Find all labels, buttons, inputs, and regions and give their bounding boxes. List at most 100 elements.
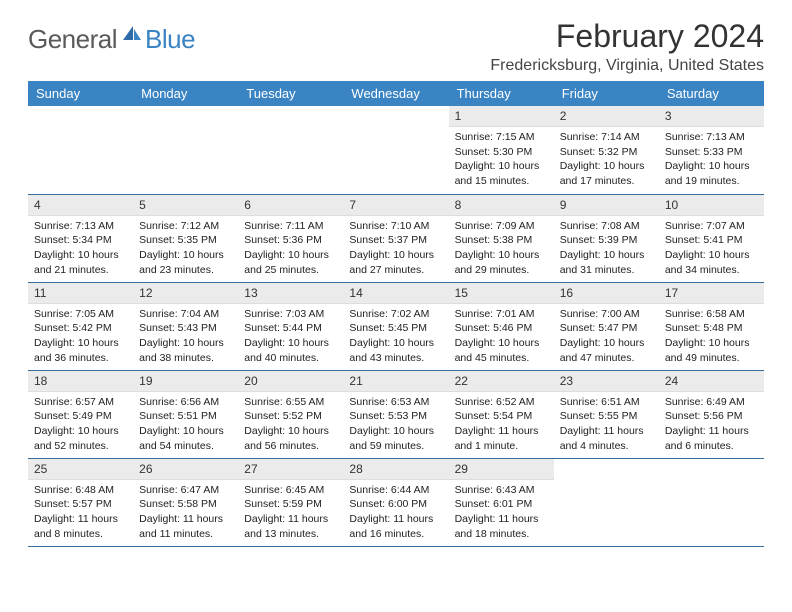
day-detail: Sunrise: 6:52 AMSunset: 5:54 PMDaylight:…: [449, 392, 554, 458]
day-line-ss: Sunset: 5:35 PM: [139, 233, 232, 248]
day-line-dl1: Daylight: 10 hours: [455, 159, 548, 174]
day-number: 8: [449, 195, 554, 216]
day-number: 1: [449, 106, 554, 127]
day-line-ss: Sunset: 5:34 PM: [34, 233, 127, 248]
day-line-dl2: and 23 minutes.: [139, 263, 232, 278]
day-line-sr: Sunrise: 7:13 AM: [665, 130, 758, 145]
day-line-sr: Sunrise: 7:02 AM: [349, 307, 442, 322]
day-line-dl2: and 1 minute.: [455, 439, 548, 454]
day-detail: Sunrise: 7:11 AMSunset: 5:36 PMDaylight:…: [238, 216, 343, 282]
day-line-dl1: Daylight: 10 hours: [34, 336, 127, 351]
day-detail: Sunrise: 7:03 AMSunset: 5:44 PMDaylight:…: [238, 304, 343, 370]
calendar-page: General Blue February 2024 Fredericksbur…: [0, 0, 792, 565]
day-line-dl1: Daylight: 10 hours: [139, 248, 232, 263]
day-line-sr: Sunrise: 6:51 AM: [560, 395, 653, 410]
day-detail: Sunrise: 7:15 AMSunset: 5:30 PMDaylight:…: [449, 127, 554, 193]
day-detail: Sunrise: 7:12 AMSunset: 5:35 PMDaylight:…: [133, 216, 238, 282]
logo: General Blue: [28, 24, 195, 55]
day-line-ss: Sunset: 5:55 PM: [560, 409, 653, 424]
day-detail: Sunrise: 7:02 AMSunset: 5:45 PMDaylight:…: [343, 304, 448, 370]
day-line-dl2: and 49 minutes.: [665, 351, 758, 366]
calendar-day-cell: 19Sunrise: 6:56 AMSunset: 5:51 PMDayligh…: [133, 370, 238, 458]
day-line-sr: Sunrise: 6:49 AM: [665, 395, 758, 410]
day-detail: Sunrise: 6:55 AMSunset: 5:52 PMDaylight:…: [238, 392, 343, 458]
calendar-day-cell: 29Sunrise: 6:43 AMSunset: 6:01 PMDayligh…: [449, 458, 554, 546]
month-title: February 2024: [490, 18, 764, 55]
day-line-dl2: and 34 minutes.: [665, 263, 758, 278]
logo-text-blue: Blue: [145, 24, 195, 55]
day-detail: Sunrise: 7:08 AMSunset: 5:39 PMDaylight:…: [554, 216, 659, 282]
day-line-ss: Sunset: 5:59 PM: [244, 497, 337, 512]
day-line-dl1: Daylight: 11 hours: [349, 512, 442, 527]
day-line-dl2: and 38 minutes.: [139, 351, 232, 366]
day-line-dl1: Daylight: 10 hours: [665, 248, 758, 263]
day-line-ss: Sunset: 5:52 PM: [244, 409, 337, 424]
day-line-ss: Sunset: 5:32 PM: [560, 145, 653, 160]
day-line-dl2: and 17 minutes.: [560, 174, 653, 189]
calendar-table: SundayMondayTuesdayWednesdayThursdayFrid…: [28, 81, 764, 547]
day-line-dl1: Daylight: 10 hours: [244, 424, 337, 439]
day-detail: Sunrise: 6:43 AMSunset: 6:01 PMDaylight:…: [449, 480, 554, 546]
calendar-day-cell: 23Sunrise: 6:51 AMSunset: 5:55 PMDayligh…: [554, 370, 659, 458]
day-line-dl2: and 6 minutes.: [665, 439, 758, 454]
weekday-header: Thursday: [449, 81, 554, 106]
day-number: 9: [554, 195, 659, 216]
day-line-dl1: Daylight: 11 hours: [139, 512, 232, 527]
day-line-ss: Sunset: 5:39 PM: [560, 233, 653, 248]
day-line-dl2: and 27 minutes.: [349, 263, 442, 278]
calendar-day-cell: 4Sunrise: 7:13 AMSunset: 5:34 PMDaylight…: [28, 194, 133, 282]
day-number: 7: [343, 195, 448, 216]
calendar-day-cell: 3Sunrise: 7:13 AMSunset: 5:33 PMDaylight…: [659, 106, 764, 194]
day-line-dl2: and 19 minutes.: [665, 174, 758, 189]
title-block: February 2024 Fredericksburg, Virginia, …: [490, 18, 764, 75]
day-line-dl1: Daylight: 10 hours: [139, 424, 232, 439]
day-line-dl1: Daylight: 11 hours: [560, 424, 653, 439]
calendar-day-cell: 9Sunrise: 7:08 AMSunset: 5:39 PMDaylight…: [554, 194, 659, 282]
day-number: 29: [449, 459, 554, 480]
day-line-ss: Sunset: 6:01 PM: [455, 497, 548, 512]
day-line-sr: Sunrise: 7:07 AM: [665, 219, 758, 234]
day-detail: Sunrise: 6:47 AMSunset: 5:58 PMDaylight:…: [133, 480, 238, 546]
day-line-dl2: and 56 minutes.: [244, 439, 337, 454]
day-number: 17: [659, 283, 764, 304]
day-line-dl1: Daylight: 11 hours: [455, 424, 548, 439]
calendar-day-cell: [554, 458, 659, 546]
day-detail: Sunrise: 6:57 AMSunset: 5:49 PMDaylight:…: [28, 392, 133, 458]
day-line-dl2: and 52 minutes.: [34, 439, 127, 454]
day-detail: Sunrise: 6:45 AMSunset: 5:59 PMDaylight:…: [238, 480, 343, 546]
weekday-header: Wednesday: [343, 81, 448, 106]
day-number: 15: [449, 283, 554, 304]
day-number: 22: [449, 371, 554, 392]
day-number: 12: [133, 283, 238, 304]
day-detail: Sunrise: 7:05 AMSunset: 5:42 PMDaylight:…: [28, 304, 133, 370]
day-line-sr: Sunrise: 6:53 AM: [349, 395, 442, 410]
day-line-ss: Sunset: 5:36 PM: [244, 233, 337, 248]
day-line-dl2: and 4 minutes.: [560, 439, 653, 454]
calendar-day-cell: 5Sunrise: 7:12 AMSunset: 5:35 PMDaylight…: [133, 194, 238, 282]
day-line-ss: Sunset: 5:46 PM: [455, 321, 548, 336]
calendar-week-row: 11Sunrise: 7:05 AMSunset: 5:42 PMDayligh…: [28, 282, 764, 370]
day-line-dl1: Daylight: 10 hours: [349, 248, 442, 263]
day-line-ss: Sunset: 5:56 PM: [665, 409, 758, 424]
day-line-dl2: and 54 minutes.: [139, 439, 232, 454]
day-number: 5: [133, 195, 238, 216]
calendar-day-cell: 27Sunrise: 6:45 AMSunset: 5:59 PMDayligh…: [238, 458, 343, 546]
calendar-day-cell: 13Sunrise: 7:03 AMSunset: 5:44 PMDayligh…: [238, 282, 343, 370]
calendar-day-cell: 22Sunrise: 6:52 AMSunset: 5:54 PMDayligh…: [449, 370, 554, 458]
day-number: 28: [343, 459, 448, 480]
day-number: 16: [554, 283, 659, 304]
day-line-dl1: Daylight: 10 hours: [665, 336, 758, 351]
day-line-sr: Sunrise: 7:01 AM: [455, 307, 548, 322]
day-line-sr: Sunrise: 7:10 AM: [349, 219, 442, 234]
day-line-dl2: and 15 minutes.: [455, 174, 548, 189]
day-detail: Sunrise: 7:04 AMSunset: 5:43 PMDaylight:…: [133, 304, 238, 370]
day-line-dl2: and 31 minutes.: [560, 263, 653, 278]
day-detail: Sunrise: 6:44 AMSunset: 6:00 PMDaylight:…: [343, 480, 448, 546]
day-line-ss: Sunset: 5:45 PM: [349, 321, 442, 336]
calendar-week-row: 18Sunrise: 6:57 AMSunset: 5:49 PMDayligh…: [28, 370, 764, 458]
day-line-dl2: and 13 minutes.: [244, 527, 337, 542]
day-line-ss: Sunset: 5:30 PM: [455, 145, 548, 160]
page-header: General Blue February 2024 Fredericksbur…: [28, 18, 764, 75]
day-line-dl1: Daylight: 10 hours: [455, 248, 548, 263]
calendar-day-cell: 11Sunrise: 7:05 AMSunset: 5:42 PMDayligh…: [28, 282, 133, 370]
